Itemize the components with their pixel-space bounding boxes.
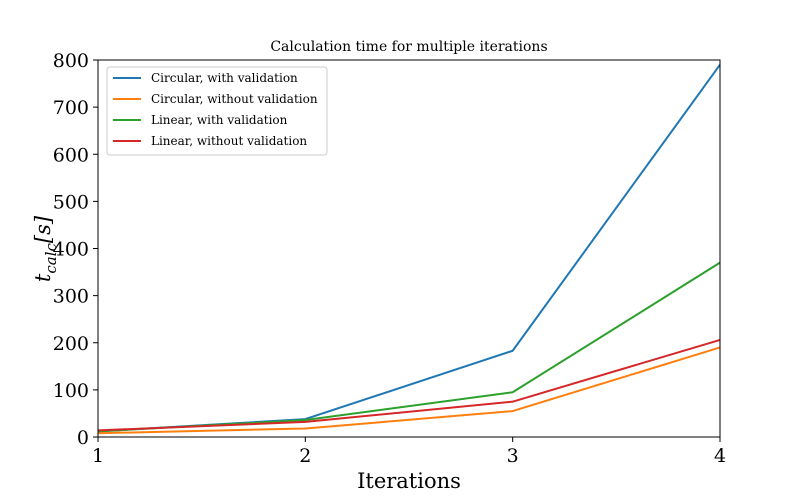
x-axis-ticks: 1 2 3 4	[92, 437, 726, 467]
legend-label: Linear, without validation	[151, 134, 307, 148]
x-tick-label: 4	[714, 445, 726, 467]
y-axis-label-subscript: calc	[42, 242, 60, 273]
chart-title: Calculation time for multiple iterations	[270, 39, 547, 55]
legend-label: Linear, with validation	[151, 113, 288, 127]
y-axis-label-unit: [s]	[31, 215, 55, 243]
y-tick-label: 300	[53, 286, 89, 308]
legend-items: Circular, with validation Circular, witho…	[113, 71, 318, 148]
legend-label: Circular, with validation	[151, 71, 298, 85]
x-tick-label: 1	[92, 445, 104, 467]
y-tick-label: 800	[53, 50, 89, 72]
y-tick-label: 200	[53, 333, 89, 355]
y-axis-ticks: 0 100 200 300 400 500 600 700 800	[53, 50, 98, 449]
x-tick-label: 2	[299, 445, 311, 467]
plot-lines	[97, 64, 721, 435]
y-tick-label: 600	[53, 144, 89, 166]
y-axis-label-main: t	[31, 273, 55, 282]
legend-label: Circular, without validation	[151, 92, 318, 106]
x-tick-label: 3	[507, 445, 519, 467]
series-line-3	[97, 261, 721, 433]
series-line-4	[97, 338, 721, 432]
y-tick-label: 700	[53, 97, 89, 119]
y-axis-label: tcalc[s]	[31, 215, 60, 282]
y-tick-label: 0	[77, 427, 89, 449]
series-line-2	[97, 346, 721, 435]
y-tick-label: 100	[53, 380, 89, 402]
legend: Circular, with validation Circular, witho…	[106, 66, 328, 156]
y-tick-label: 400	[53, 239, 89, 261]
y-tick-label: 500	[53, 191, 89, 213]
x-axis-label: Iterations	[357, 469, 461, 493]
legend-box	[106, 66, 328, 156]
